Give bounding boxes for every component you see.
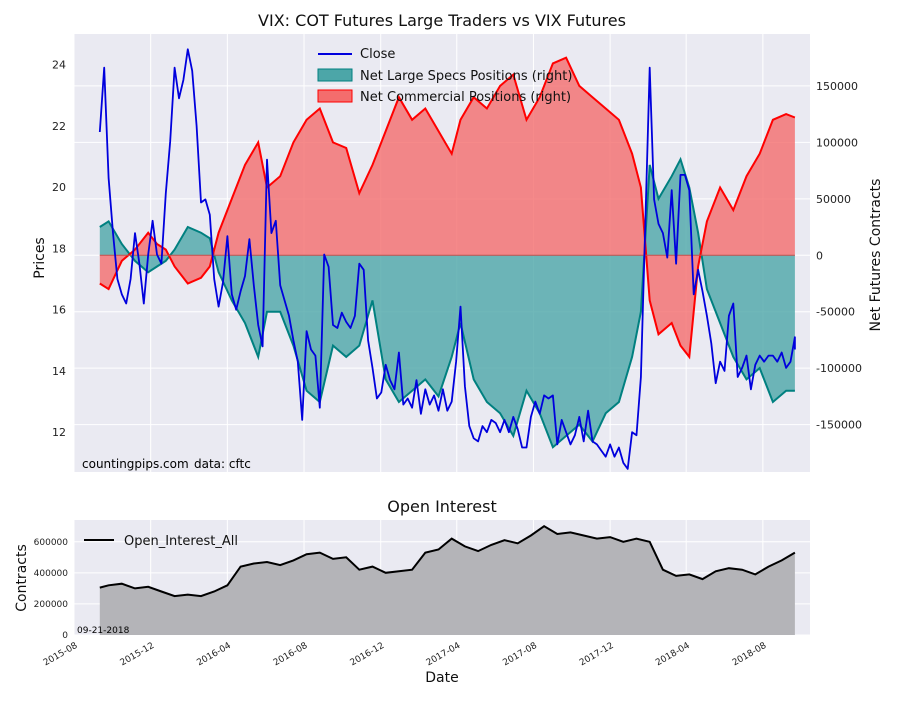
legend-label-commercial: Net Commercial Positions (right) — [360, 90, 571, 105]
x-tick-label: 2018-08 — [731, 641, 769, 669]
right-y-tick-label: -150000 — [816, 419, 862, 432]
x-tick-label: 2015-12 — [119, 641, 157, 668]
date-annotation: 09-21-2018 — [77, 626, 130, 636]
bottom-y-axis-label: Contracts — [14, 544, 30, 612]
footnote-site: countingpips.com — [82, 457, 189, 471]
open-interest-area — [99, 525, 796, 635]
bottom-legend: Open_Interest_All — [84, 534, 238, 549]
x-tick-label: 2016-04 — [195, 641, 233, 669]
legend-label-open-interest: Open_Interest_All — [124, 534, 238, 549]
left-y-axis-label: Prices — [32, 237, 48, 278]
left-y-tick-label: 20 — [52, 181, 66, 194]
large-specs-area-line — [99, 156, 795, 449]
left-y-tick-label: 12 — [52, 426, 66, 439]
legend-label-large-specs: Net Large Specs Positions (right) — [360, 69, 572, 84]
footnote-source: data: cftc — [194, 457, 251, 471]
top-position-areas — [99, 56, 796, 449]
top-chart-title: VIX: COT Futures Large Traders vs VIX Fu… — [258, 11, 626, 30]
top-legend: Close Net Large Specs Positions (right) … — [317, 47, 572, 105]
legend-label-close: Close — [360, 47, 395, 62]
left-y-tick-label: 22 — [52, 120, 66, 133]
right-y-tick-label: 150000 — [816, 80, 858, 93]
legend-swatch-large-specs — [317, 68, 353, 82]
bottom-x-ticks: 2015-08 2015-12 2016-04 2016-08 2016-12 2017-… — [42, 641, 769, 669]
open-interest-line — [99, 525, 796, 598]
x-tick-label: 2018-04 — [654, 641, 692, 669]
x-tick-label: 2017-12 — [578, 641, 616, 668]
left-y-ticks: 12 14 16 18 20 22 24 — [52, 59, 66, 440]
close-price-line — [98, 48, 796, 470]
commercial-area-fill — [99, 57, 795, 357]
x-tick-label: 2017-08 — [501, 641, 539, 669]
left-y-tick-label: 18 — [52, 242, 66, 255]
right-y-axis-label: Net Futures Contracts — [868, 179, 884, 332]
x-tick-label: 2016-08 — [272, 641, 310, 669]
x-tick-label: 2016-12 — [349, 641, 387, 668]
x-axis-label: Date — [425, 670, 458, 686]
x-tick-label: 2015-08 — [42, 641, 80, 669]
left-y-tick-label: 24 — [52, 59, 66, 72]
bottom-y-tick-label: 200000 — [34, 600, 69, 610]
right-y-tick-label: 50000 — [816, 193, 851, 206]
bottom-chart-title: Open Interest — [387, 497, 496, 516]
bottom-y-tick-label: 0 — [62, 631, 68, 641]
large-specs-area-fill — [99, 159, 795, 448]
legend-swatch-commercial — [317, 89, 353, 103]
top-close-line — [98, 48, 796, 470]
left-y-tick-label: 16 — [52, 304, 66, 317]
bottom-y-tick-label: 600000 — [34, 538, 69, 548]
bottom-y-ticks: 0 200000 400000 600000 — [34, 538, 69, 641]
right-y-tick-label: -50000 — [816, 306, 855, 319]
right-y-tick-label: -100000 — [816, 362, 862, 375]
left-y-tick-label: 14 — [52, 365, 66, 378]
right-y-tick-label: 0 — [816, 249, 823, 262]
open-interest-fill — [99, 526, 795, 635]
right-y-ticks: -150000 -100000 -50000 0 50000 100000 150000 — [816, 80, 862, 432]
x-tick-label: 2017-04 — [425, 641, 463, 669]
commercial-area-line — [99, 56, 796, 360]
right-y-tick-label: 100000 — [816, 136, 858, 149]
bottom-y-tick-label: 400000 — [34, 569, 69, 579]
